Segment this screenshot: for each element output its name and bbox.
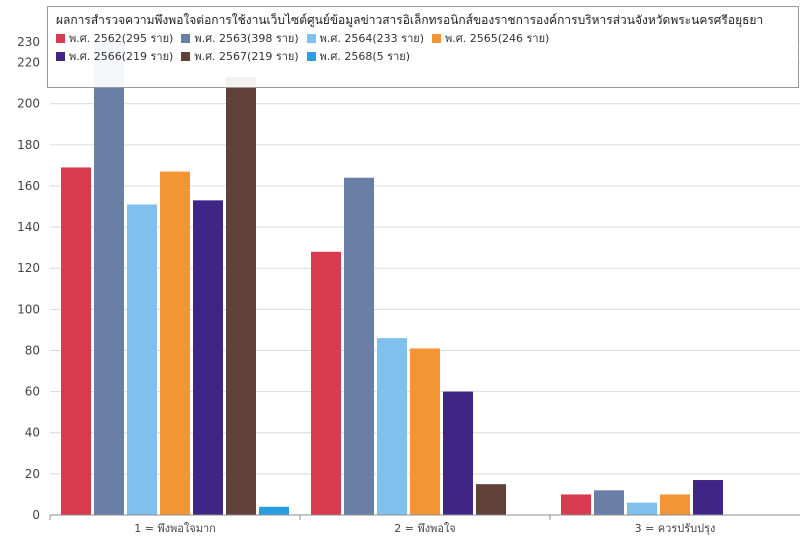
y-tick-label: 160 xyxy=(17,179,40,193)
bar xyxy=(94,42,124,515)
bar xyxy=(344,177,374,515)
legend-item: พ.ศ. 2566(219 ราย) xyxy=(56,47,173,65)
bar xyxy=(443,391,473,515)
bar xyxy=(259,506,289,515)
legend-label: พ.ศ. 2564(233 ราย) xyxy=(319,32,424,45)
y-tick-label: 200 xyxy=(17,97,40,111)
bar xyxy=(660,494,690,515)
bar xyxy=(311,251,341,516)
y-tick-label: 80 xyxy=(25,343,40,357)
legend-item: พ.ศ. 2568(5 ราย) xyxy=(306,47,410,65)
y-tick-label: 120 xyxy=(17,261,40,275)
legend-row-1: พ.ศ. 2562(295 ราย) พ.ศ. 2563(398 ราย) พ.… xyxy=(56,29,790,47)
x-tick-label: 3 = ควรปรับปรุง xyxy=(635,522,716,535)
bar xyxy=(160,171,190,516)
legend-swatch xyxy=(181,33,191,43)
bar xyxy=(61,167,91,516)
bar xyxy=(410,348,440,515)
legend: ผลการสำรวจความพึงพอใจต่อการใช้งานเว็บไซต… xyxy=(47,6,799,88)
legend-item: พ.ศ. 2565(246 ราย) xyxy=(431,29,550,47)
legend-swatch xyxy=(181,51,191,61)
y-tick-label: 60 xyxy=(25,385,40,399)
y-tick-label: 220 xyxy=(17,56,40,70)
legend-label: พ.ศ. 2565(246 ราย) xyxy=(444,32,550,45)
bar xyxy=(627,502,657,515)
bar xyxy=(377,338,407,515)
legend-label: พ.ศ. 2563(398 ราย) xyxy=(194,32,299,45)
legend-item: พ.ศ. 2563(398 ราย) xyxy=(181,29,299,47)
legend-swatch xyxy=(56,33,65,43)
bar xyxy=(693,480,723,515)
y-tick-label: 180 xyxy=(17,138,40,152)
bar xyxy=(561,494,591,515)
y-tick-label: 20 xyxy=(25,467,40,481)
y-tick-label: 0 xyxy=(32,508,40,522)
bar xyxy=(226,76,256,515)
legend-swatch xyxy=(306,51,316,61)
bar xyxy=(193,200,223,515)
y-tick-label: 100 xyxy=(17,302,40,316)
legend-swatch xyxy=(431,33,441,43)
y-axis: 0 20 40 60 80 100 120 140 160 180 200 220 230 xyxy=(17,35,40,522)
legend-label: พ.ศ. 2562(295 ราย) xyxy=(69,32,174,45)
x-axis: 1 = พึงพอใจมาก 2 = พึงพอใจ 3 = ควรปรับปรุง xyxy=(49,514,800,535)
legend-label: พ.ศ. 2567(219 ราย) xyxy=(194,50,299,63)
bar xyxy=(594,490,624,515)
legend-label: พ.ศ. 2566(219 ราย) xyxy=(69,50,174,63)
bar xyxy=(127,204,157,515)
chart-title: ผลการสำรวจความพึงพอใจต่อการใช้งานเว็บไซต… xyxy=(56,13,764,27)
legend-item: พ.ศ. 2567(219 ราย) xyxy=(181,47,299,65)
y-tick-label: 230 xyxy=(17,35,40,49)
legend-row-2: พ.ศ. 2566(219 ราย) พ.ศ. 2567(219 ราย) พ.… xyxy=(56,47,790,65)
legend-item: พ.ศ. 2562(295 ราย) xyxy=(56,29,173,47)
bars xyxy=(61,42,723,516)
x-tick-label: 2 = พึงพอใจ xyxy=(394,522,456,535)
x-tick-label: 1 = พึงพอใจมาก xyxy=(134,522,216,535)
legend-swatch xyxy=(306,33,316,43)
legend-item: พ.ศ. 2564(233 ราย) xyxy=(306,29,424,47)
bar xyxy=(476,484,506,515)
legend-swatch xyxy=(56,51,65,61)
y-tick-label: 140 xyxy=(17,220,40,234)
y-tick-label: 40 xyxy=(25,426,40,440)
legend-label: พ.ศ. 2568(5 ราย) xyxy=(319,50,410,63)
